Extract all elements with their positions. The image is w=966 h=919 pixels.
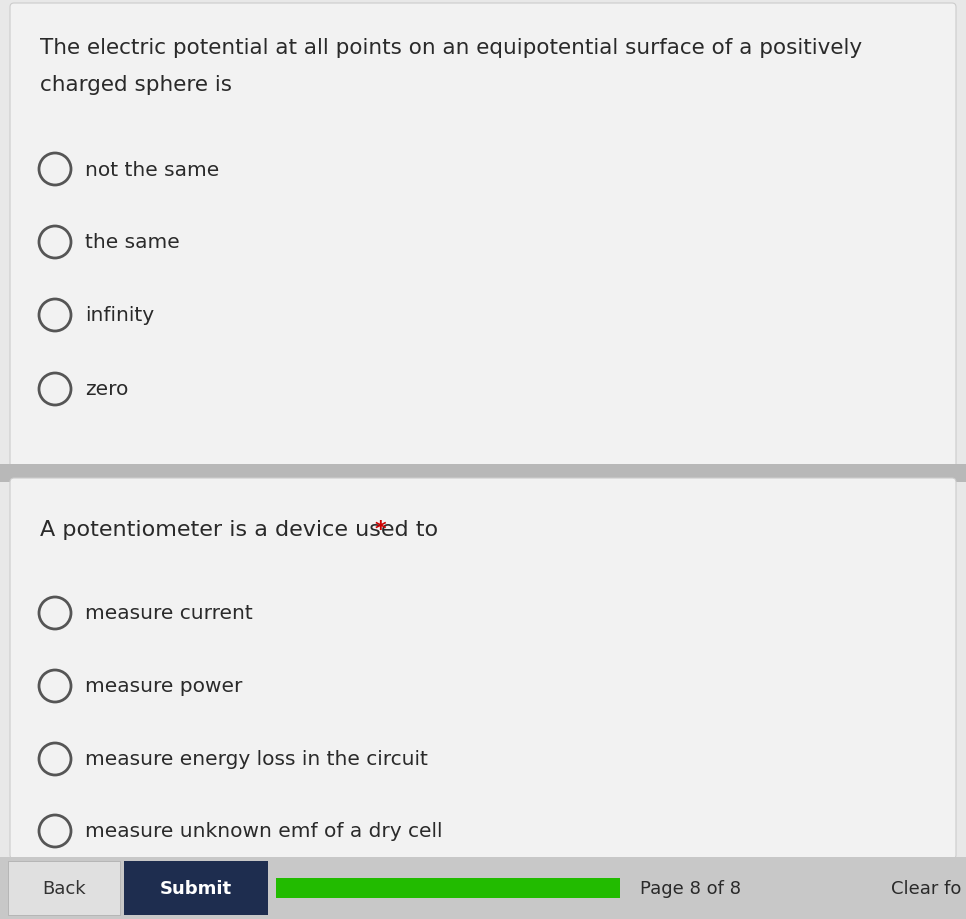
FancyBboxPatch shape xyxy=(10,4,956,469)
Text: not the same: not the same xyxy=(85,160,219,179)
FancyBboxPatch shape xyxy=(124,861,268,915)
Text: measure power: measure power xyxy=(85,676,242,696)
FancyBboxPatch shape xyxy=(10,479,956,859)
Text: measure energy loss in the circuit: measure energy loss in the circuit xyxy=(85,750,428,768)
Bar xyxy=(276,878,620,898)
Text: charged sphere is: charged sphere is xyxy=(40,75,232,95)
FancyBboxPatch shape xyxy=(8,861,120,915)
Text: zero: zero xyxy=(85,380,128,399)
Text: The electric potential at all points on an equipotential surface of a positively: The electric potential at all points on … xyxy=(40,38,862,58)
Text: Back: Back xyxy=(43,879,86,897)
Text: measure unknown emf of a dry cell: measure unknown emf of a dry cell xyxy=(85,822,442,841)
Text: A potentiometer is a device used to: A potentiometer is a device used to xyxy=(40,519,445,539)
Text: *: * xyxy=(375,519,386,539)
Text: the same: the same xyxy=(85,233,180,252)
Bar xyxy=(0,857,966,919)
Text: Submit: Submit xyxy=(160,879,232,897)
Text: Clear fo: Clear fo xyxy=(891,879,961,897)
Bar xyxy=(0,464,966,482)
Text: Page 8 of 8: Page 8 of 8 xyxy=(640,879,741,897)
Text: infinity: infinity xyxy=(85,306,155,325)
Text: measure current: measure current xyxy=(85,604,253,623)
